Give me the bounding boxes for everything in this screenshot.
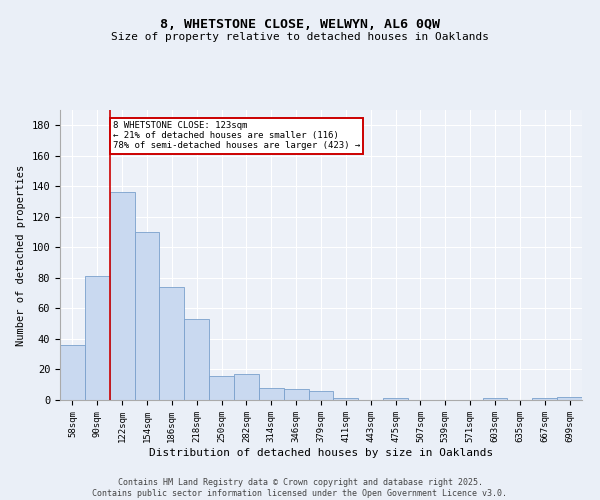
Text: Size of property relative to detached houses in Oaklands: Size of property relative to detached ho… bbox=[111, 32, 489, 42]
Bar bbox=[308, 391, 334, 400]
Bar bbox=[482, 398, 508, 400]
Bar bbox=[160, 287, 184, 400]
Bar bbox=[532, 398, 557, 400]
X-axis label: Distribution of detached houses by size in Oaklands: Distribution of detached houses by size … bbox=[149, 448, 493, 458]
Bar bbox=[284, 390, 308, 400]
Bar bbox=[334, 398, 358, 400]
Bar bbox=[234, 374, 259, 400]
Y-axis label: Number of detached properties: Number of detached properties bbox=[16, 164, 26, 346]
Bar bbox=[134, 232, 160, 400]
Text: 8 WHETSTONE CLOSE: 123sqm
← 21% of detached houses are smaller (116)
78% of semi: 8 WHETSTONE CLOSE: 123sqm ← 21% of detac… bbox=[113, 120, 360, 150]
Bar bbox=[259, 388, 284, 400]
Text: Contains HM Land Registry data © Crown copyright and database right 2025.
Contai: Contains HM Land Registry data © Crown c… bbox=[92, 478, 508, 498]
Text: 8, WHETSTONE CLOSE, WELWYN, AL6 0QW: 8, WHETSTONE CLOSE, WELWYN, AL6 0QW bbox=[160, 18, 440, 30]
Bar bbox=[184, 319, 209, 400]
Bar bbox=[110, 192, 134, 400]
Bar bbox=[557, 397, 582, 400]
Bar bbox=[85, 276, 110, 400]
Bar bbox=[383, 398, 408, 400]
Bar bbox=[209, 376, 234, 400]
Bar bbox=[60, 345, 85, 400]
